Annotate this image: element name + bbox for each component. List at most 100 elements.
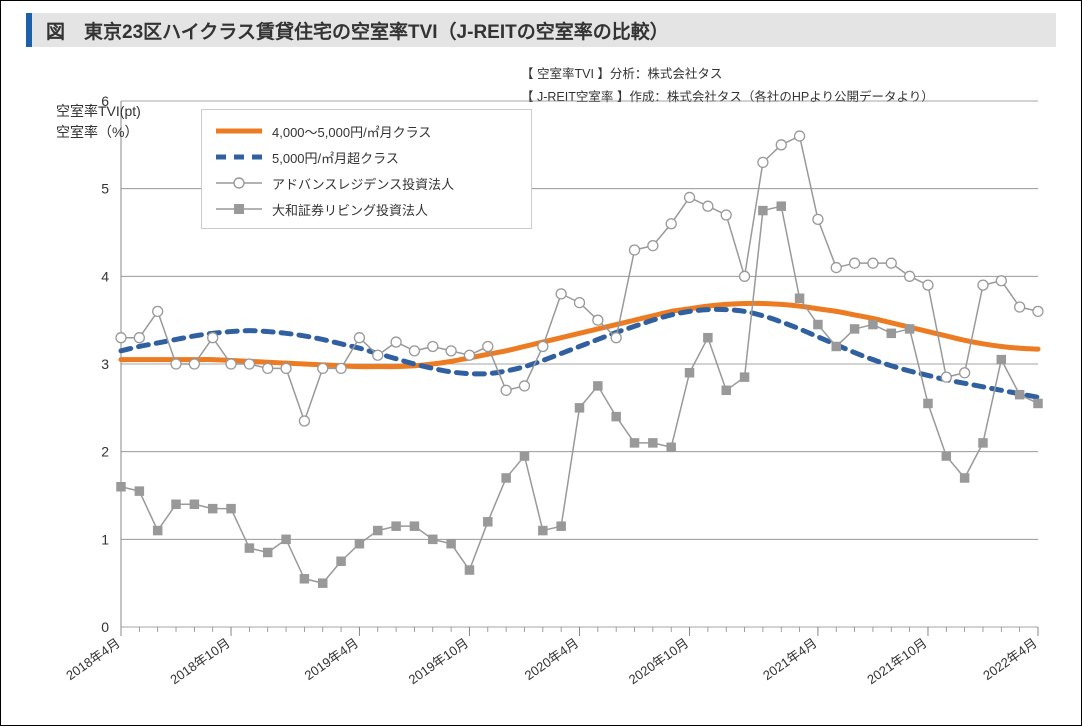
marker-circle [281,363,291,373]
marker-square [355,539,364,548]
marker-square [942,452,951,461]
marker-square [905,325,914,334]
marker-square [117,482,126,491]
y-tick-label: 5 [101,181,109,197]
legend-item: 4,000～5,000円/㎡月クラス [214,118,519,144]
marker-circle [923,280,933,290]
x-tick-label: 2019年10月 [406,635,471,687]
marker-square [612,412,621,421]
marker-circle [1033,306,1043,316]
y-tick-label: 4 [101,268,109,284]
marker-square [539,526,548,535]
marker-circle [318,363,328,373]
marker-square [263,548,272,557]
y-axis-title-line-2: 空室率（%） [56,122,141,143]
marker-square [630,439,639,448]
legend-key-icon [214,147,264,167]
series-line [121,206,1038,583]
legend-key-icon [214,173,264,193]
chart-title: 図 東京23区ハイクラス賃貸住宅の空室率TVI（J-REITの空室率の比較） [46,17,669,44]
marker-circle [703,201,713,211]
marker-circle [813,214,823,224]
chart-frame: 図 東京23区ハイクラス賃貸住宅の空室率TVI（J-REITの空室率の比較） 【… [0,0,1082,726]
marker-circle [831,263,841,273]
marker-square [997,355,1006,364]
marker-square [410,522,419,531]
marker-square [465,566,474,575]
marker-circle [409,346,419,356]
marker-circle [648,241,658,251]
legend-label: 大和証券リビング投資法人 [272,200,428,219]
marker-circle [501,385,511,395]
title-accent [26,13,32,47]
x-tick-label: 2019年4月 [302,635,362,683]
marker-circle [776,140,786,150]
marker-circle [868,258,878,268]
marker-square [1034,399,1043,408]
marker-square [429,535,438,544]
marker-circle [538,341,548,351]
marker-square [722,386,731,395]
marker-square [594,382,603,391]
marker-square [685,369,694,378]
marker-circle [905,271,915,281]
x-tick-label: 2018年4月 [63,635,123,683]
marker-square [667,443,676,452]
marker-circle [960,368,970,378]
marker-circle [153,306,163,316]
marker-circle [446,346,456,356]
x-tick-label: 2018年10月 [167,635,232,687]
marker-square [814,320,823,329]
series-line [121,303,1038,366]
marker-square [1015,390,1024,399]
legend-key-icon [214,199,264,219]
y-axis-title-line-1: 空室率TVI(pt) [56,101,141,122]
marker-circle [354,333,364,343]
marker-square [704,333,713,342]
marker-circle [428,341,438,351]
marker-circle [666,219,676,229]
legend-key-icon [214,121,264,141]
marker-circle [464,350,474,360]
x-tick-label: 2021年4月 [760,635,820,683]
marker-circle [721,210,731,220]
marker-square [740,373,749,382]
marker-circle [978,280,988,290]
marker-circle [208,333,218,343]
marker-square [960,474,969,483]
legend-item: 大和証券リビング投資法人 [214,196,519,222]
legend-label: 5,000円/㎡月超クラス [272,148,399,167]
marker-circle [391,337,401,347]
marker-square [135,487,144,496]
title-bar: 図 東京23区ハイクラス賃貸住宅の空室率TVI（J-REITの空室率の比較） [26,13,1056,47]
marker-circle [519,381,529,391]
marker-circle [795,131,805,141]
y-tick-label: 0 [101,619,109,635]
x-tick-label: 2022年4月 [980,635,1040,683]
marker-circle [116,333,126,343]
marker-square [190,500,199,509]
marker-square [227,504,236,513]
marker-square [850,325,859,334]
marker-square [520,452,529,461]
x-tick-label: 2020年10月 [626,635,691,687]
marker-circle [611,333,621,343]
marker-square [337,557,346,566]
marker-square [484,518,493,527]
marker-circle [685,192,695,202]
marker-circle [483,341,493,351]
marker-circle [244,359,254,369]
legend-label: アドバンスレジデンス投資法人 [272,174,454,193]
legend-item: 5,000円/㎡月超クラス [214,144,519,170]
marker-square [557,522,566,531]
marker-square [392,522,401,531]
marker-square [318,579,327,588]
marker-square [300,575,309,584]
marker-circle [556,289,566,299]
line-chart: 01234562018年4月2018年10月2019年4月2019年10月202… [26,61,1058,712]
marker-circle [189,359,199,369]
legend-label: 4,000～5,000円/㎡月クラス [272,122,431,141]
marker-circle [263,363,273,373]
marker-square [208,504,217,513]
marker-square [777,202,786,211]
